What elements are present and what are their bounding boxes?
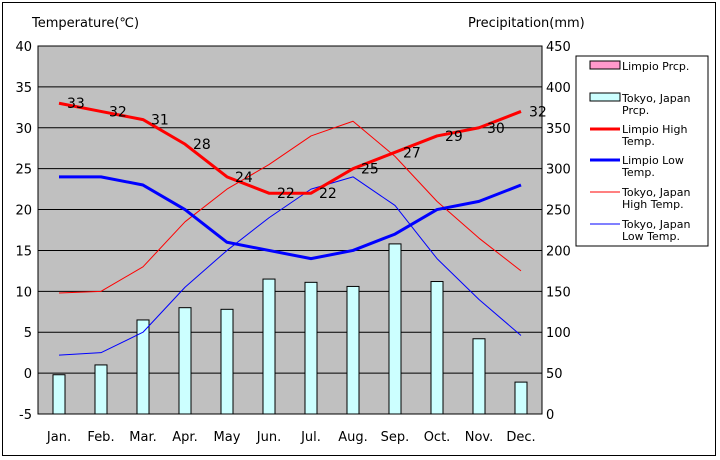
temperature-line	[59, 175, 522, 261]
precip-bar	[472, 338, 486, 415]
precip-bar	[430, 281, 444, 415]
legend-swatch	[589, 92, 621, 102]
x-tick-label: Dec.	[506, 430, 535, 445]
legend-box	[575, 55, 709, 247]
x-tick-label: Jul.	[300, 430, 321, 445]
left-tick-label: 30	[15, 122, 32, 137]
left-tick-label: 5	[24, 326, 32, 341]
x-tick-label: Feb.	[87, 430, 114, 445]
legend-label: Limpio Low	[622, 154, 684, 167]
plot-background	[37, 45, 543, 415]
precip-bar	[220, 308, 234, 415]
legend-label: Prcp.	[622, 104, 649, 117]
x-tick-label: May	[214, 430, 241, 445]
data-label: 32	[529, 104, 547, 120]
precip-bar	[136, 319, 150, 415]
left-tick-label: 20	[15, 204, 32, 219]
x-tick-label: Aug.	[338, 430, 368, 445]
precip-bar	[346, 285, 360, 415]
x-tick-label: Mar.	[129, 430, 156, 445]
x-tick-label: Apr.	[172, 430, 197, 445]
right-tick-label: 0	[546, 408, 554, 423]
left-tick-label: -5	[19, 408, 32, 423]
right-tick-label: 150	[546, 285, 571, 300]
temperature-line	[58, 176, 522, 356]
data-label: 30	[487, 121, 505, 137]
x-tick-label: Sep.	[381, 430, 410, 445]
left-tick-label: 15	[15, 244, 32, 259]
legend-label: Low Temp.	[622, 230, 680, 243]
x-tick-label: Jun.	[256, 430, 281, 445]
legend-label: High Temp.	[622, 198, 684, 211]
legend-label: Temp.	[621, 166, 655, 179]
data-label: 31	[151, 113, 169, 129]
precip-bar	[304, 281, 318, 415]
legend-label: Tokyo, Japan	[621, 186, 690, 199]
legend-label: Tokyo, Japan	[621, 218, 690, 231]
right-axis-title: Precipitation(mm)	[468, 16, 585, 31]
precip-bar	[388, 243, 402, 415]
legend-swatch	[589, 60, 621, 70]
data-label: 29	[445, 129, 463, 145]
right-tick-label: 200	[546, 244, 571, 259]
left-tick-label: 10	[15, 285, 32, 300]
legend-label: Temp.	[621, 135, 655, 148]
data-label: 28	[193, 137, 211, 153]
right-tick-label: 450	[546, 40, 571, 55]
precip-bar	[262, 278, 276, 415]
precip-bar	[514, 381, 528, 415]
right-tick-label: 50	[546, 367, 563, 382]
legend-label: Limpio High	[622, 123, 687, 136]
data-label: 27	[403, 145, 421, 161]
data-label: 22	[319, 186, 337, 202]
left-tick-label: 0	[24, 367, 32, 382]
precip-bar	[94, 364, 108, 415]
left-axis-title: Temperature(℃)	[31, 16, 139, 31]
right-tick-label: 300	[546, 163, 571, 178]
chart-frame	[2, 2, 716, 456]
right-tick-label: 250	[546, 204, 571, 219]
legend-label: Limpio Prcp.	[622, 60, 689, 73]
data-label: 32	[109, 104, 127, 120]
data-label: 24	[235, 170, 253, 186]
right-tick-label: 350	[546, 122, 571, 137]
left-tick-label: 40	[15, 40, 32, 55]
x-tick-label: Oct.	[424, 430, 451, 445]
x-tick-label: Jan.	[46, 430, 71, 445]
precip-bar	[178, 307, 192, 415]
data-label: 22	[277, 186, 295, 202]
precip-bar	[52, 374, 66, 415]
legend-label: Tokyo, Japan	[621, 92, 690, 105]
right-tick-label: 400	[546, 81, 571, 96]
x-tick-label: Nov.	[465, 430, 494, 445]
right-tick-label: 100	[546, 326, 571, 341]
data-label: 33	[67, 96, 85, 112]
temperature-line	[58, 101, 522, 195]
left-tick-label: 35	[15, 81, 32, 96]
left-tick-label: 25	[15, 163, 32, 178]
data-label: 25	[361, 162, 379, 178]
